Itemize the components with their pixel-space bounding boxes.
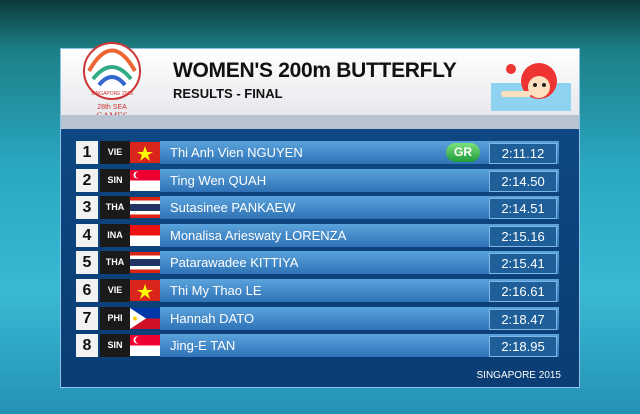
athlete-name: Sutasinee PANKAEW bbox=[170, 200, 296, 216]
athlete-name: Jing-E TAN bbox=[170, 338, 236, 354]
time: 2:11.12 bbox=[489, 143, 557, 164]
flag bbox=[130, 307, 160, 329]
time: 2:15.41 bbox=[489, 253, 557, 275]
logo: SINGAPORE 2015 28th SEA GAMES bbox=[83, 42, 141, 121]
name-bar bbox=[160, 168, 559, 192]
athlete-name: Thi My Thao LE bbox=[170, 283, 262, 298]
result-row: 7 PHI Hannah DATO 2:18.47 bbox=[76, 306, 559, 330]
country-code: SIN bbox=[100, 334, 130, 358]
country-code: PHI bbox=[100, 306, 130, 330]
logo-line1: 28th SEA bbox=[97, 104, 127, 111]
rank: 5 bbox=[76, 251, 98, 275]
flag bbox=[130, 224, 160, 246]
time: 2:18.47 bbox=[489, 308, 557, 330]
athlete-name: Ting Wen QUAH bbox=[170, 172, 267, 188]
name-bar bbox=[160, 279, 559, 302]
rank: 8 bbox=[76, 334, 98, 358]
rank: 6 bbox=[76, 279, 98, 302]
rank: 2 bbox=[76, 168, 98, 192]
rank: 7 bbox=[76, 306, 98, 330]
time: 2:15.16 bbox=[489, 225, 557, 247]
name-bar bbox=[160, 306, 559, 330]
time: 2:14.50 bbox=[489, 170, 557, 192]
logo-ring-text: SINGAPORE 2015 bbox=[91, 91, 133, 97]
result-row: 2 SIN Ting Wen QUAH 2:14.50 bbox=[76, 168, 559, 192]
result-row: 6 VIE Thi My Thao LE 2:16.61 bbox=[76, 279, 559, 302]
country-code: VIE bbox=[100, 141, 130, 164]
time: 2:18.95 bbox=[489, 336, 557, 358]
time: 2:16.61 bbox=[489, 281, 557, 302]
name-bar bbox=[160, 251, 559, 275]
athlete-name: Thi Anh Vien NGUYEN bbox=[170, 145, 303, 160]
rank: 4 bbox=[76, 223, 98, 247]
flag bbox=[130, 169, 160, 191]
flag bbox=[130, 280, 160, 301]
athlete-name: Monalisa Arieswaty LORENZA bbox=[170, 227, 347, 243]
header-strip bbox=[61, 115, 579, 129]
time: 2:14.51 bbox=[489, 198, 557, 220]
country-code: VIE bbox=[100, 279, 130, 302]
rank: 1 bbox=[76, 141, 98, 164]
results-panel: SINGAPORE 2015 28th SEA GAMES WOMEN'S 20… bbox=[60, 42, 580, 388]
flag bbox=[130, 252, 160, 274]
title: WOMEN'S 200m BUTTERFLY bbox=[173, 59, 457, 82]
athlete-name: Hannah DATO bbox=[170, 310, 255, 326]
country-code: THA bbox=[100, 251, 130, 275]
country-code: INA bbox=[100, 223, 130, 247]
flag bbox=[130, 335, 160, 357]
name-bar bbox=[160, 196, 559, 220]
header: SINGAPORE 2015 28th SEA GAMES WOMEN'S 20… bbox=[61, 42, 579, 121]
country-code: THA bbox=[100, 196, 130, 220]
country-code: SIN bbox=[100, 168, 130, 192]
flag bbox=[130, 197, 160, 219]
result-row: 1 VIE Thi Anh Vien NGUYEN GR 2:11.12 bbox=[76, 141, 559, 164]
record-badge: GR bbox=[446, 143, 480, 162]
athlete-name: Patarawadee KITTIYA bbox=[170, 255, 299, 271]
result-row: 5 THA Patarawadee KITTIYA 2:15.41 bbox=[76, 251, 559, 275]
subtitle: RESULTS - FINAL bbox=[173, 86, 283, 101]
footer: SINGAPORE 2015 bbox=[476, 370, 561, 381]
result-row: 4 INA Monalisa Arieswaty LORENZA 2:15.16 bbox=[76, 223, 559, 247]
name-bar bbox=[160, 334, 559, 358]
result-row: 3 THA Sutasinee PANKAEW 2:14.51 bbox=[76, 196, 559, 220]
mascot bbox=[491, 63, 571, 111]
rank: 3 bbox=[76, 196, 98, 220]
name-bar bbox=[160, 223, 559, 247]
flag bbox=[130, 142, 160, 163]
result-row: 8 SIN Jing-E TAN 2:18.95 bbox=[76, 334, 559, 358]
